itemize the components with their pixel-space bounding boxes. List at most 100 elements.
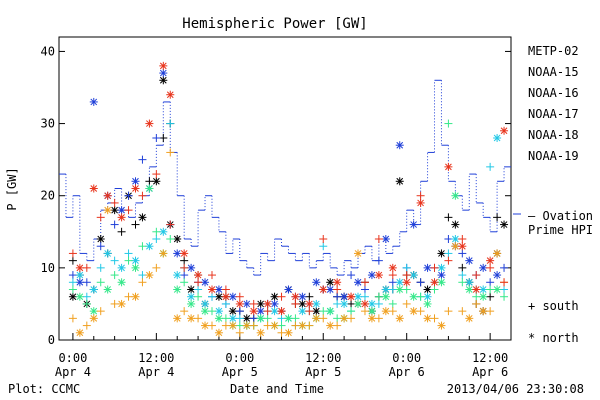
south-point	[360, 307, 369, 316]
south-point	[444, 249, 453, 258]
legend-ovation-line2: Prime HPI	[528, 223, 593, 237]
south-point	[486, 162, 495, 171]
south-point	[96, 242, 105, 251]
north-point	[228, 314, 237, 323]
north-point	[214, 292, 223, 301]
north-point-d2	[465, 315, 473, 322]
north-point	[381, 307, 390, 316]
north-point	[152, 177, 161, 186]
north-point-d2	[299, 293, 306, 301]
north-point	[207, 285, 216, 294]
north-point-d2	[104, 286, 112, 293]
north-point	[493, 271, 502, 280]
north-point	[340, 299, 349, 308]
south-point	[96, 307, 105, 316]
footer-plot-credit: Plot: CCMC	[8, 382, 80, 396]
south-point	[110, 198, 119, 207]
north-point-d2	[173, 235, 181, 243]
south-point	[82, 278, 91, 287]
south-point	[68, 285, 77, 294]
chart-title: Hemispheric Power [GW]	[182, 16, 367, 32]
north-point	[214, 285, 223, 294]
north-point-d2	[132, 293, 139, 301]
north-point	[326, 285, 335, 294]
north-point-d2	[424, 300, 431, 308]
x-tick-time-label: 12:00	[472, 351, 508, 365]
south-point	[138, 242, 147, 251]
north-point	[493, 134, 502, 142]
south-point	[388, 285, 397, 294]
north-point-d2	[396, 315, 404, 322]
south-point	[402, 299, 411, 308]
north-point	[298, 299, 307, 308]
south-point	[458, 271, 467, 280]
north-point-d2	[159, 76, 167, 84]
north-point	[235, 299, 244, 308]
north-point	[256, 328, 265, 337]
north-point	[131, 292, 140, 301]
south-point	[444, 256, 453, 265]
north-point-d2	[187, 286, 195, 293]
north-point-d2	[319, 286, 327, 293]
north-point	[340, 314, 349, 323]
south-point	[249, 299, 258, 308]
south-point	[333, 314, 342, 323]
north-point-d2	[90, 98, 98, 106]
south-point	[291, 314, 300, 323]
north-point	[166, 90, 175, 99]
south-point	[180, 278, 189, 287]
south-point	[416, 307, 425, 316]
legend-entry-metp-02: METP-02	[528, 44, 579, 58]
north-point	[214, 307, 223, 316]
north-point-d2	[257, 329, 265, 337]
north-point-d2	[479, 286, 487, 293]
north-point	[312, 314, 321, 323]
south-point	[402, 285, 411, 294]
footer-timestamp: 2013/04/06 23:30:08	[447, 382, 584, 396]
north-point-d2	[312, 315, 320, 322]
north-point-d2	[312, 300, 320, 308]
x-tick-date-label: Apr 4	[55, 365, 91, 379]
north-point-d2	[465, 278, 473, 286]
north-point-d2	[452, 192, 459, 200]
north-point-d2	[410, 307, 417, 315]
north-point	[242, 321, 251, 330]
north-point-d2	[180, 250, 188, 257]
south-point	[500, 285, 509, 294]
north-point	[173, 235, 182, 243]
north-point-d2	[243, 300, 251, 308]
north-point-d2	[118, 206, 125, 214]
south-point	[500, 292, 509, 301]
north-point-d2	[222, 293, 230, 301]
y-axis-label: P [GW]	[5, 167, 19, 210]
south-point	[145, 177, 154, 186]
north-point-d2	[90, 307, 98, 315]
north-point-d2	[479, 307, 487, 315]
south-point	[472, 292, 481, 301]
north-point	[173, 314, 182, 323]
north-point	[374, 271, 383, 280]
north-point	[89, 307, 98, 316]
x-tick-time-label: 0:00	[225, 351, 254, 365]
north-point	[89, 314, 98, 323]
south-point	[277, 314, 286, 323]
north-point-d2	[354, 278, 362, 286]
north-point	[479, 285, 488, 294]
north-point-d2	[146, 185, 153, 192]
south-point	[110, 299, 119, 308]
south-point	[444, 307, 453, 316]
north-point-d2	[173, 271, 181, 279]
south-point	[472, 299, 481, 308]
north-point	[256, 314, 265, 323]
x-tick-time-label: 0:00	[392, 351, 421, 365]
south-point	[207, 271, 216, 280]
north-point-d2	[424, 264, 431, 272]
north-point-d2	[104, 206, 112, 214]
south-point	[207, 307, 216, 316]
north-point	[110, 206, 119, 215]
north-point-d2	[132, 264, 139, 272]
south-point	[138, 155, 147, 164]
north-point-d2	[173, 315, 181, 322]
north-point-d2	[431, 278, 438, 286]
north-point-d2	[410, 221, 417, 228]
